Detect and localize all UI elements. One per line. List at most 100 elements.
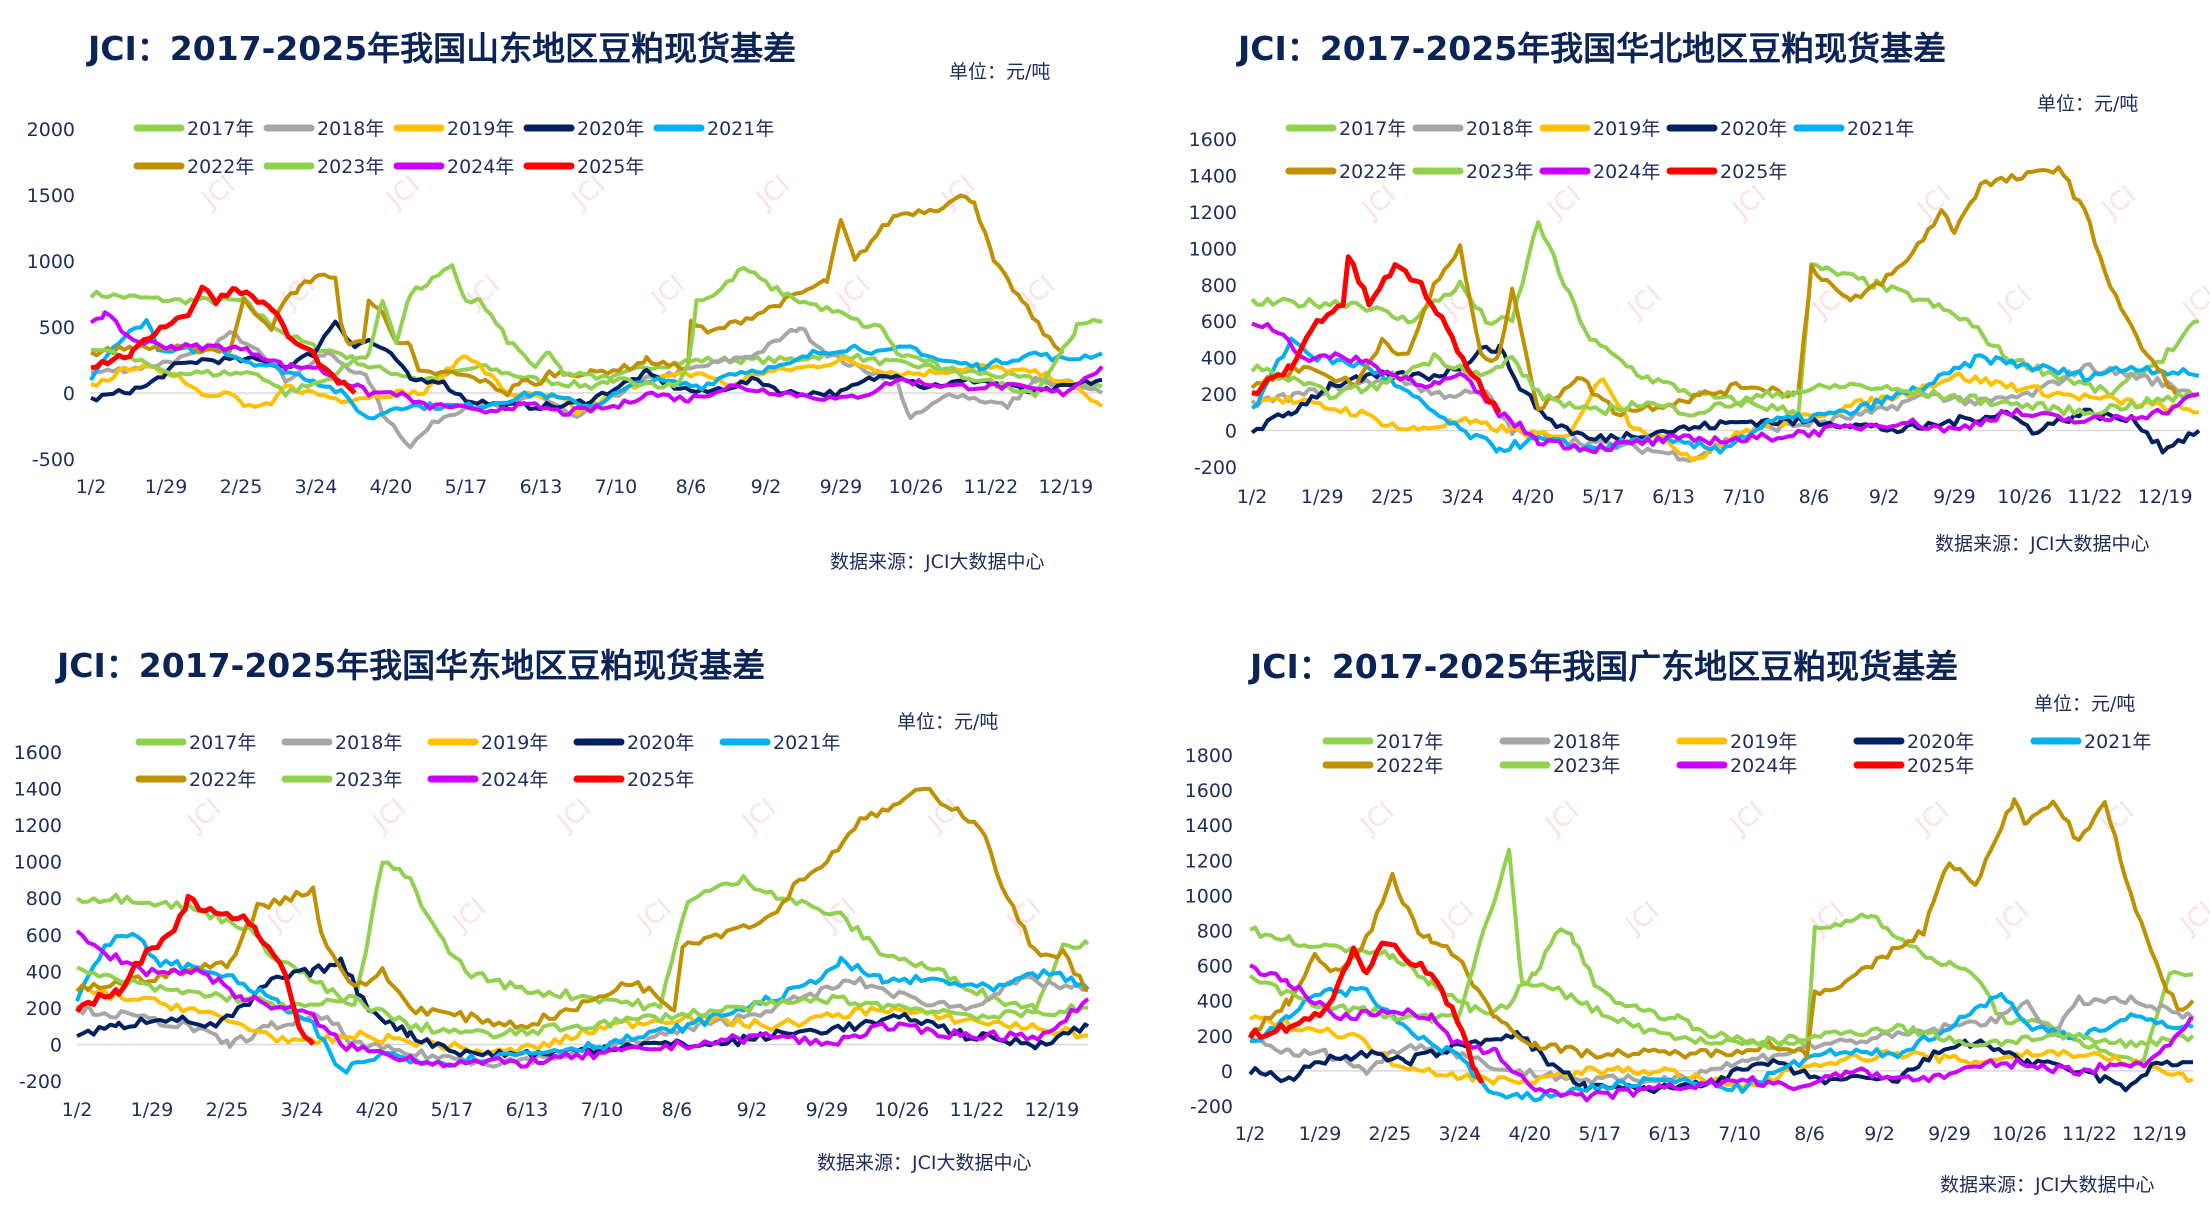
x-tick-label: 11/22 [950,1099,1005,1121]
x-tick-label: 3/24 [295,476,338,498]
legend-label: 2025年 [627,769,694,791]
watermark-logo: JCI [1991,280,2037,326]
y-tick-label: -200 [1194,457,1237,479]
legend-label: 2021年 [773,732,840,754]
y-tick-label: 0 [63,383,75,405]
series-line-2017 [75,860,1090,1013]
watermark-logo: JCI [366,793,412,839]
y-tick-label: 600 [26,925,62,947]
legend-label: 2025年 [1907,755,1974,777]
series-line-2024 [75,929,1090,1069]
y-tick-label: 800 [26,888,62,910]
source-label: 数据来源：JCI大数据中心 [817,1152,1031,1174]
chart-panel-1: JCI：2017-2025年我国山东地区豆粕现货基差单位：元/吨数据来源：JCI… [27,29,1104,573]
watermark-logo: JCI [1354,796,1400,842]
legend-label: 2020年 [1907,731,1974,753]
series-line-2020 [1250,343,2201,455]
x-tick-label: 9/2 [1864,1123,1895,1145]
legend-label: 2019年 [481,732,548,754]
watermark-logo: JCI [1911,180,1957,226]
series-line-2022 [1248,797,2195,1060]
chart-panel-3: JCI：2017-2025年我国华东地区豆粕现货基差单位：元/吨数据来源：JCI… [14,646,1090,1174]
watermark-logo: JCI [816,893,862,939]
series-line-2024 [1249,963,2194,1103]
watermark-logo: JCI [830,270,876,316]
legend-label: 2022年 [187,156,254,178]
x-tick-label: 8/6 [1799,486,1830,508]
watermark-logo: JCI [1989,896,2035,942]
y-tick-label: 400 [1197,991,1233,1013]
chart-title: JCI：2017-2025年我国华东地区豆粕现货基差 [55,646,765,685]
x-tick-label: 10/26 [1997,486,2052,508]
unit-label: 单位：元/吨 [897,711,998,733]
x-tick-label: 3/24 [1439,1123,1482,1145]
y-tick-label: 1000 [27,251,75,273]
x-tick-label: 9/29 [806,1099,849,1121]
x-tick-label: 4/20 [356,1099,399,1121]
watermark-logo: JCI [181,793,227,839]
x-tick-label: 7/10 [1722,486,1765,508]
series-line-2023 [90,263,1103,399]
chart-title: JCI：2017-2025年我国华北地区豆粕现货基差 [1236,29,1946,68]
legend-label: 2024年 [447,156,514,178]
source-label: 数据来源：JCI大数据中心 [1940,1174,2154,1196]
watermark-logo: JCI [2176,280,2210,326]
x-tick-label: 6/13 [506,1099,549,1121]
watermark-logo: JCI [1015,270,1061,316]
x-tick-label: 6/13 [1648,1123,1691,1145]
y-tick-label: 1400 [1185,815,1233,837]
x-tick-label: 5/17 [1582,486,1625,508]
watermark-logo: JCI [1806,280,1852,326]
chart-panel-2: JCI：2017-2025年我国华北地区豆粕现货基差单位：元/吨数据来源：JCI… [1189,29,2210,555]
series-line-2025 [1247,940,1485,1084]
x-tick-label: 9/29 [1928,1123,1971,1145]
legend-label: 2018年 [317,118,384,140]
y-tick-label: 0 [1225,421,1237,443]
source-label: 数据来源：JCI大数据中心 [830,551,1044,573]
series-line-2018 [1248,994,2195,1086]
series-line-2025 [75,893,316,1046]
x-tick-label: 3/24 [1441,486,1484,508]
legend-label: 2021年 [1847,118,1914,140]
x-tick-label: 2/25 [1369,1123,1412,1145]
x-tick-label: 10/26 [1992,1123,2047,1145]
y-tick-label: 1400 [14,779,62,801]
series-line-2023 [1250,352,2200,418]
y-tick-label: 1000 [1185,885,1233,907]
x-tick-label: 12/19 [2138,486,2193,508]
y-tick-label: 1000 [14,852,62,874]
x-tick-label: 4/20 [1508,1123,1551,1145]
legend-label: 2018年 [335,732,402,754]
y-tick-label: 1200 [1185,850,1233,872]
y-tick-label: 800 [1197,921,1233,943]
y-tick-label: 1000 [1189,238,1237,260]
watermark-logo: JCI [1619,896,1665,942]
y-tick-label: 0 [1221,1061,1233,1083]
watermark-logo: JCI [1724,796,1770,842]
y-tick-label: 1500 [27,185,75,207]
watermark-logo: JCI [2096,180,2142,226]
legend-label: 2019年 [447,118,514,140]
x-tick-label: 2/25 [206,1099,249,1121]
unit-label: 单位：元/吨 [2034,693,2135,715]
y-tick-label: 200 [26,998,62,1020]
x-tick-label: 10/26 [875,1099,930,1121]
x-tick-label: 8/6 [1794,1123,1825,1145]
legend-label: 2021年 [2084,731,2151,753]
x-tick-label: 4/20 [370,476,413,498]
watermark-logo: JCI [631,893,677,939]
watermark-logo: JCI [1726,180,1772,226]
series-line-2024 [1251,321,2200,455]
x-tick-label: 9/2 [751,476,782,498]
watermark-logo: JCI [1356,180,1402,226]
x-tick-label: 2/25 [1371,486,1414,508]
legend-label: 2017年 [187,118,254,140]
x-tick-label: 12/19 [1025,1099,1080,1121]
x-tick-label: 7/10 [595,476,638,498]
watermark-logo: JCI [1541,180,1587,226]
x-tick-label: 5/17 [1578,1123,1621,1145]
x-tick-label: 10/26 [889,476,944,498]
series-line-2024 [89,310,1104,417]
chart-title: JCI：2017-2025年我国山东地区豆粕现货基差 [86,29,796,68]
